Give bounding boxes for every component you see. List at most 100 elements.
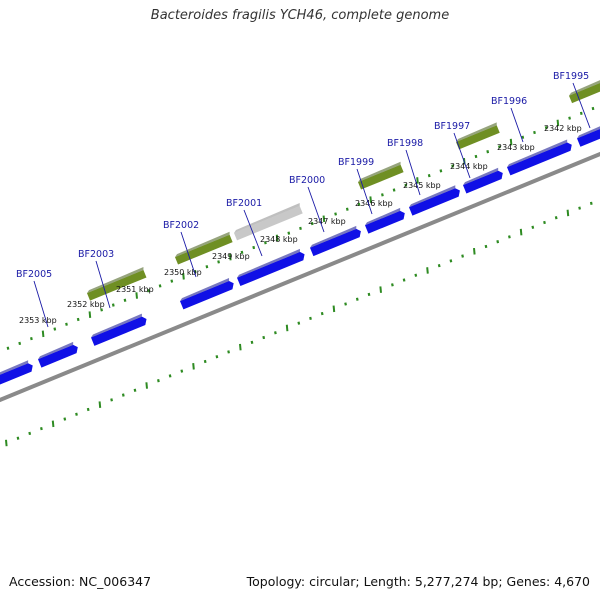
feature-cds-7[interactable] <box>409 185 460 216</box>
outer-ring-tick <box>533 130 536 135</box>
genome-summary-text: Topology: circular; Length: 5,277,274 bp… <box>246 574 590 589</box>
feature-cds-5[interactable] <box>310 225 361 257</box>
rna-face <box>456 125 500 150</box>
inner-ring-tick <box>40 426 43 431</box>
outer-ring-tick <box>88 311 92 318</box>
gene-label-BF1995[interactable]: BF1995 <box>553 71 589 82</box>
rna-edge <box>175 231 230 258</box>
inner-tick-ring <box>5 201 593 447</box>
outer-tick-ring <box>6 106 595 350</box>
inner-ring-tick <box>554 216 558 220</box>
kbp-label-group: 2342 kbp 2343 kbp 2344 kbp 2345 kbp 2346… <box>19 124 582 325</box>
outer-ring-tick <box>381 193 384 197</box>
outer-ring-tick <box>579 111 583 115</box>
cds-edge <box>310 225 357 248</box>
feature-cds-0[interactable] <box>0 360 33 391</box>
inner-ring-tick <box>5 439 8 447</box>
inner-ring-tick <box>589 201 593 205</box>
gene-label-BF1997[interactable]: BF1997 <box>434 121 470 132</box>
outer-ring-tick <box>100 308 103 312</box>
cds-face <box>409 188 460 216</box>
cds-face <box>365 210 405 234</box>
inner-ring-tick <box>578 206 581 210</box>
feature-rna-14[interactable] <box>358 161 404 190</box>
outer-ring-tick <box>240 250 244 254</box>
inner-ring-tick <box>484 244 488 249</box>
outer-ring-tick <box>135 292 138 299</box>
cds-face <box>237 251 305 287</box>
pseudo-face <box>234 206 303 241</box>
feature-cds-6[interactable] <box>365 207 405 234</box>
gene-label-connector-7 <box>180 231 197 278</box>
inner-ring-tick <box>402 278 406 282</box>
rna-edge <box>456 122 497 142</box>
rna-face <box>358 164 404 190</box>
gene-label-BF1999[interactable]: BF1999 <box>338 157 374 168</box>
kbp-label-2353: 2353 kbp <box>19 316 57 325</box>
cds-face <box>180 280 234 310</box>
outer-ring-tick <box>345 207 349 211</box>
feature-cds-2[interactable] <box>91 313 147 346</box>
cds-edge <box>365 207 401 226</box>
genome-backbone <box>0 151 600 403</box>
rna-face <box>87 270 147 301</box>
inner-ring-tick <box>531 225 535 229</box>
gene-label-BF2000[interactable]: BF2000 <box>289 175 325 186</box>
cds-edge <box>577 126 600 139</box>
feature-cds-8[interactable] <box>463 167 503 194</box>
cds-edge <box>507 139 568 168</box>
outer-ring-tick <box>76 317 80 322</box>
outer-ring-tick <box>193 269 197 274</box>
gene-label-BF1998[interactable]: BF1998 <box>387 138 423 149</box>
outer-ring-tick <box>111 303 115 307</box>
outer-ring-tick <box>229 253 232 261</box>
inner-ring-tick <box>227 350 230 354</box>
gene-label-BF2003[interactable]: BF2003 <box>78 249 114 260</box>
gene-label-BF2005[interactable]: BF2005 <box>16 269 52 280</box>
inner-ring-tick <box>320 311 324 316</box>
inner-ring-tick <box>180 369 184 373</box>
outer-ring-tick <box>6 346 10 350</box>
inner-ring-tick <box>168 374 172 378</box>
inner-ring-tick <box>285 324 289 332</box>
gene-label-connector-9 <box>33 280 49 328</box>
gene-label-BF1996[interactable]: BF1996 <box>491 96 527 107</box>
inner-ring-tick <box>121 393 125 397</box>
rna-face <box>569 83 600 104</box>
feature-cds-4[interactable] <box>237 248 305 287</box>
outer-ring-tick <box>357 202 361 207</box>
gene-label-group[interactable]: BF1995 BF1996 BF1997 BF1998 BF1999 BF200… <box>16 71 589 280</box>
accession-text: Accession: NC_006347 <box>9 574 152 589</box>
inner-ring-tick <box>508 235 511 239</box>
cds-edge <box>409 185 456 208</box>
inner-ring-tick <box>461 254 464 258</box>
outer-ring-tick <box>474 154 478 159</box>
feature-rna-15[interactable] <box>456 122 500 150</box>
outer-ring-tick <box>252 245 256 250</box>
gene-label-connector-8 <box>95 260 111 309</box>
cds-face <box>577 129 600 147</box>
outer-ring-tick <box>591 106 595 111</box>
kbp-label-2342: 2342 kbp <box>544 124 582 133</box>
outer-ring-tick <box>416 177 419 184</box>
outer-ring-tick <box>275 234 279 242</box>
cds-face <box>463 170 503 194</box>
outer-ring-tick <box>205 265 209 269</box>
kbp-label-2349: 2349 kbp <box>212 252 250 261</box>
cds-edge <box>91 313 142 338</box>
inner-ring-tick <box>426 267 429 274</box>
feature-cds-9[interactable] <box>507 139 572 176</box>
feature-cds-10[interactable] <box>577 122 600 147</box>
gene-label-BF2002[interactable]: BF2002 <box>163 220 199 231</box>
kbp-label-2347: 2347 kbp <box>308 217 346 226</box>
outer-ring-tick <box>53 327 57 331</box>
outer-ring-tick <box>568 116 571 120</box>
inner-ring-tick <box>157 379 160 383</box>
inner-ring-tick <box>250 340 254 344</box>
gene-label-connector-1 <box>510 107 524 143</box>
feature-rna-11[interactable] <box>87 267 147 301</box>
feature-cds-1[interactable] <box>38 341 78 368</box>
gene-label-BF2001[interactable]: BF2001 <box>226 198 262 209</box>
inner-ring-tick <box>86 407 90 412</box>
feature-cds-3[interactable] <box>180 277 234 310</box>
